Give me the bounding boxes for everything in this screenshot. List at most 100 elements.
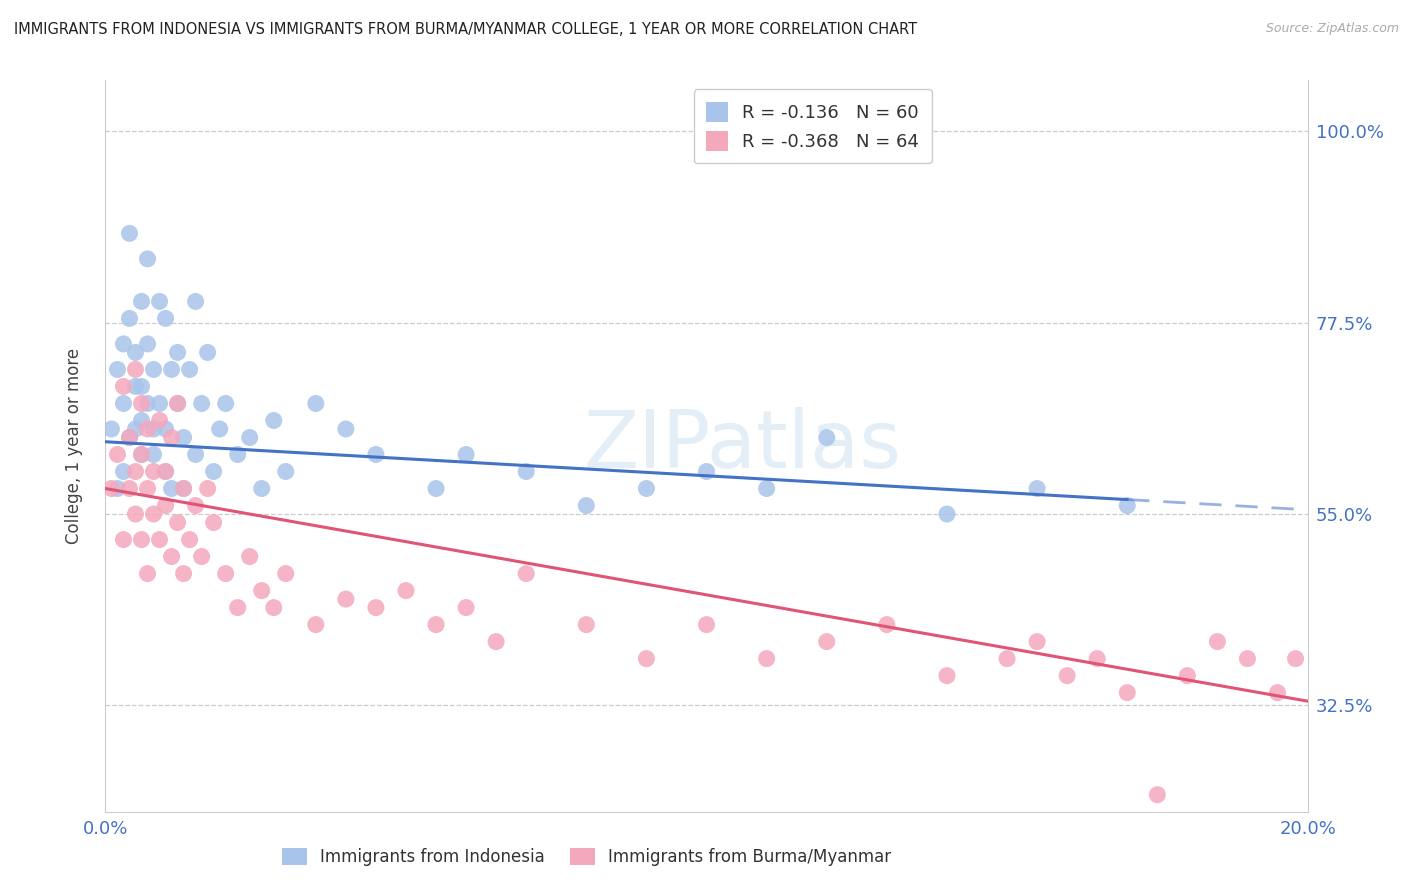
Point — [575, 499, 598, 513]
Point — [305, 617, 328, 632]
Point — [755, 482, 778, 496]
Point — [118, 430, 141, 444]
Point — [214, 396, 236, 410]
Point — [100, 482, 122, 496]
Point — [575, 617, 598, 632]
Point — [142, 362, 165, 376]
Point — [124, 422, 146, 436]
Point — [160, 430, 183, 444]
Point — [142, 465, 165, 479]
Point — [274, 566, 297, 581]
Point — [179, 533, 201, 547]
Point — [131, 448, 153, 462]
Point — [364, 448, 387, 462]
Point — [250, 482, 273, 496]
Point — [148, 533, 170, 547]
Point — [936, 507, 959, 521]
Point — [1267, 686, 1289, 700]
Point — [136, 422, 159, 436]
Point — [1026, 482, 1049, 496]
Point — [118, 227, 141, 241]
Text: Source: ZipAtlas.com: Source: ZipAtlas.com — [1265, 22, 1399, 36]
Point — [107, 448, 129, 462]
Point — [485, 634, 508, 648]
Point — [274, 465, 297, 479]
Point — [226, 448, 249, 462]
Point — [239, 549, 262, 564]
Point — [995, 651, 1018, 665]
Point — [1085, 651, 1108, 665]
Point — [124, 362, 146, 376]
Point — [815, 430, 838, 444]
Y-axis label: College, 1 year or more: College, 1 year or more — [65, 348, 83, 544]
Point — [173, 430, 195, 444]
Point — [166, 516, 188, 530]
Point — [1146, 788, 1168, 802]
Point — [124, 507, 146, 521]
Point — [155, 311, 177, 326]
Point — [179, 362, 201, 376]
Point — [305, 396, 328, 410]
Point — [131, 413, 153, 427]
Point — [936, 668, 959, 682]
Point — [112, 396, 135, 410]
Point — [173, 566, 195, 581]
Point — [515, 566, 537, 581]
Point — [112, 533, 135, 547]
Point — [454, 448, 477, 462]
Point — [166, 396, 188, 410]
Point — [131, 533, 153, 547]
Point — [148, 413, 170, 427]
Point — [226, 600, 249, 615]
Point — [197, 345, 219, 359]
Point — [112, 379, 135, 393]
Point — [184, 294, 207, 309]
Point — [142, 507, 165, 521]
Point — [696, 465, 718, 479]
Point — [118, 482, 141, 496]
Point — [155, 465, 177, 479]
Point — [173, 482, 195, 496]
Point — [112, 337, 135, 351]
Point — [112, 465, 135, 479]
Point — [263, 600, 285, 615]
Point — [425, 617, 447, 632]
Point — [155, 499, 177, 513]
Point — [136, 566, 159, 581]
Point — [142, 448, 165, 462]
Point — [136, 252, 159, 266]
Point — [696, 617, 718, 632]
Point — [515, 465, 537, 479]
Point — [1175, 668, 1198, 682]
Point — [118, 430, 141, 444]
Point — [166, 396, 188, 410]
Point — [202, 465, 225, 479]
Point — [160, 549, 183, 564]
Point — [239, 430, 262, 444]
Point — [100, 422, 122, 436]
Point — [250, 583, 273, 598]
Point — [755, 651, 778, 665]
Point — [131, 294, 153, 309]
Point — [335, 422, 357, 436]
Point — [395, 583, 418, 598]
Point — [184, 448, 207, 462]
Point — [160, 362, 183, 376]
Point — [1236, 651, 1258, 665]
Point — [184, 499, 207, 513]
Text: ZIPatlas: ZIPatlas — [583, 407, 901, 485]
Point — [166, 345, 188, 359]
Point — [202, 516, 225, 530]
Point — [148, 396, 170, 410]
Point — [190, 549, 212, 564]
Point — [1284, 651, 1306, 665]
Point — [636, 651, 658, 665]
Point — [131, 379, 153, 393]
Point — [454, 600, 477, 615]
Point — [148, 294, 170, 309]
Point — [815, 634, 838, 648]
Point — [155, 422, 177, 436]
Point — [136, 337, 159, 351]
Point — [1026, 634, 1049, 648]
Point — [118, 311, 141, 326]
